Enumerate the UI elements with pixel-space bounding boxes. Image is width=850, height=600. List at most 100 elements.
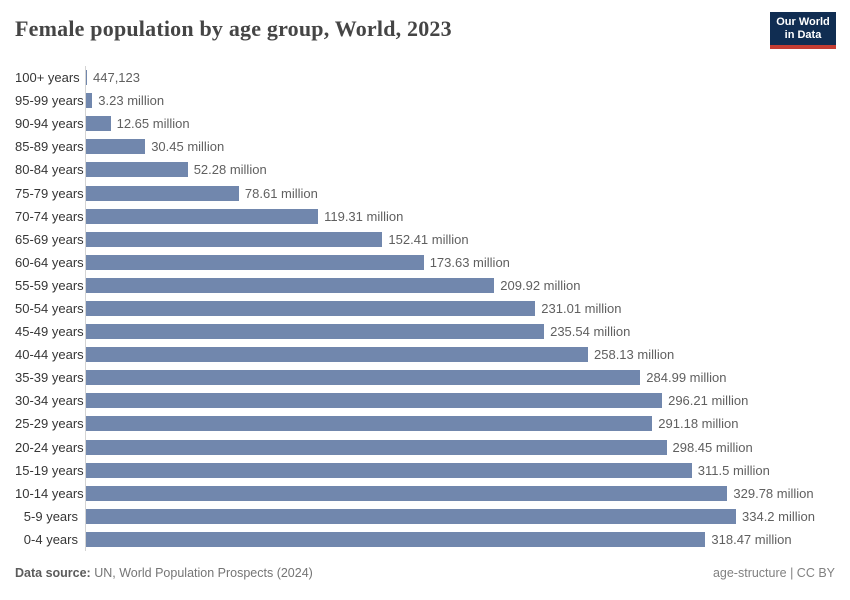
age-group-label: 70-74 years: [15, 208, 84, 224]
bar[interactable]: [86, 231, 383, 247]
value-label: 291.18 million: [658, 416, 739, 432]
value-label: 329.78 million: [733, 485, 814, 501]
row-plot: 173.63 million: [85, 250, 835, 274]
data-source: Data source: UN, World Population Prospe…: [15, 566, 313, 580]
age-group-label: 45-49 years: [15, 324, 84, 340]
value-label: 12.65 million: [116, 116, 190, 132]
age-group-label: 5-9 years: [23, 508, 78, 524]
chart-row: 20-24 years 298.45 million: [15, 435, 835, 459]
row-plot: 318.47 million: [85, 527, 835, 551]
bar[interactable]: [86, 93, 93, 109]
row-plot: 78.61 million: [85, 181, 835, 205]
row-plot: 291.18 million: [85, 412, 835, 436]
row-plot: 296.21 million: [85, 389, 835, 413]
chart-row: 0-4 years 318.47 million: [15, 527, 835, 551]
bar[interactable]: [86, 462, 692, 478]
value-label: 284.99 million: [646, 370, 727, 386]
row-plot: 209.92 million: [85, 273, 835, 297]
value-label: 296.21 million: [668, 393, 749, 409]
chart-row: 5-9 years 334.2 million: [15, 504, 835, 528]
chart-row: 10-14 years 329.78 million: [15, 481, 835, 505]
bar[interactable]: [86, 208, 319, 224]
value-label: 311.5 million: [697, 462, 770, 478]
value-label: 152.41 million: [388, 231, 469, 247]
owid-logo[interactable]: Our World in Data: [770, 12, 836, 49]
bar[interactable]: [86, 162, 188, 178]
chart-row: 90-94 years 12.65 million: [15, 112, 835, 136]
chart-row: 85-89 years 30.45 million: [15, 135, 835, 159]
bar[interactable]: [86, 70, 87, 86]
bar[interactable]: [86, 324, 545, 340]
row-plot: 284.99 million: [85, 366, 835, 390]
chart-row: 55-59 years 209.92 million: [15, 273, 835, 297]
bar[interactable]: [86, 370, 641, 386]
value-label: 3.23 million: [98, 93, 165, 109]
value-label: 119.31 million: [324, 208, 404, 224]
bar[interactable]: [86, 116, 111, 132]
bar[interactable]: [86, 277, 495, 293]
row-plot: 12.65 million: [85, 112, 835, 136]
value-label: 318.47 million: [711, 531, 792, 547]
chart-row: 100+ years 447,123: [15, 66, 835, 90]
age-group-label: 65-69 years: [15, 231, 84, 247]
age-group-label: 0-4 years: [23, 531, 78, 547]
owid-logo-line2: in Data: [784, 28, 822, 41]
row-plot: 52.28 million: [85, 158, 835, 182]
bar[interactable]: [86, 508, 736, 524]
row-plot: 231.01 million: [85, 296, 835, 321]
value-label: 447,123: [93, 70, 140, 86]
page-title: Female population by age group, World, 2…: [15, 16, 452, 41]
value-label: 173.63 million: [429, 254, 510, 270]
age-group-label: 75-79 years: [15, 185, 84, 201]
age-group-label: 35-39 years: [15, 370, 84, 386]
age-group-label: 40-44 years: [15, 347, 84, 363]
value-label: 334.2 million: [742, 508, 815, 524]
age-group-label: 100+ years: [15, 70, 80, 86]
value-label: 258.13 million: [594, 347, 675, 363]
value-label: 298.45 million: [672, 439, 753, 455]
data-source-text: UN, World Population Prospects (2024): [90, 566, 313, 580]
bar[interactable]: [86, 393, 663, 409]
chart-row: 80-84 years 52.28 million: [15, 158, 835, 182]
bar[interactable]: [86, 347, 588, 363]
row-plot: 311.5 million: [85, 458, 835, 482]
row-plot: 298.45 million: [85, 435, 835, 459]
bar[interactable]: [86, 531, 706, 547]
chart-row: 70-74 years 119.31 million: [15, 204, 835, 228]
chart-row: 75-79 years 78.61 million: [15, 181, 835, 205]
bar-chart: 100+ years 447,123 95-99 years 3.23 mill…: [15, 66, 835, 551]
chart-row: 60-64 years 173.63 million: [15, 250, 835, 274]
row-plot: 152.41 million: [85, 227, 835, 251]
row-plot: 447,123: [85, 66, 835, 90]
bar[interactable]: [86, 139, 146, 155]
chart-row: 30-34 years 296.21 million: [15, 389, 835, 413]
bar[interactable]: [86, 300, 536, 316]
bar[interactable]: [86, 254, 424, 270]
value-label: 30.45 million: [151, 139, 225, 155]
age-group-label: 15-19 years: [15, 462, 84, 478]
chart-row: 95-99 years 3.23 million: [15, 89, 835, 113]
value-label: 52.28 million: [193, 162, 267, 178]
age-group-label: 80-84 years: [15, 162, 84, 178]
owid-logo-line1: Our World: [776, 15, 830, 28]
row-plot: 334.2 million: [85, 504, 835, 528]
chart-row: 40-44 years 258.13 million: [15, 343, 835, 367]
value-label: 209.92 million: [500, 277, 581, 293]
license-link[interactable]: age-structure | CC BY: [712, 566, 835, 580]
bar[interactable]: [86, 485, 728, 501]
age-group-label: 25-29 years: [15, 416, 84, 432]
bar[interactable]: [86, 416, 653, 432]
bar[interactable]: [86, 439, 667, 455]
row-plot: 30.45 million: [85, 135, 835, 159]
value-label: 235.54 million: [550, 324, 631, 340]
chart-row: 35-39 years 284.99 million: [15, 366, 835, 390]
value-label: 78.61 million: [244, 185, 318, 201]
row-plot: 119.31 million: [85, 204, 835, 228]
bar[interactable]: [86, 185, 239, 201]
footer: Data source: UN, World Population Prospe…: [15, 566, 835, 580]
value-label: 231.01 million: [541, 300, 622, 316]
age-group-label: 10-14 years: [15, 485, 84, 501]
age-group-label: 60-64 years: [15, 254, 84, 270]
row-plot: 329.78 million: [85, 481, 835, 505]
